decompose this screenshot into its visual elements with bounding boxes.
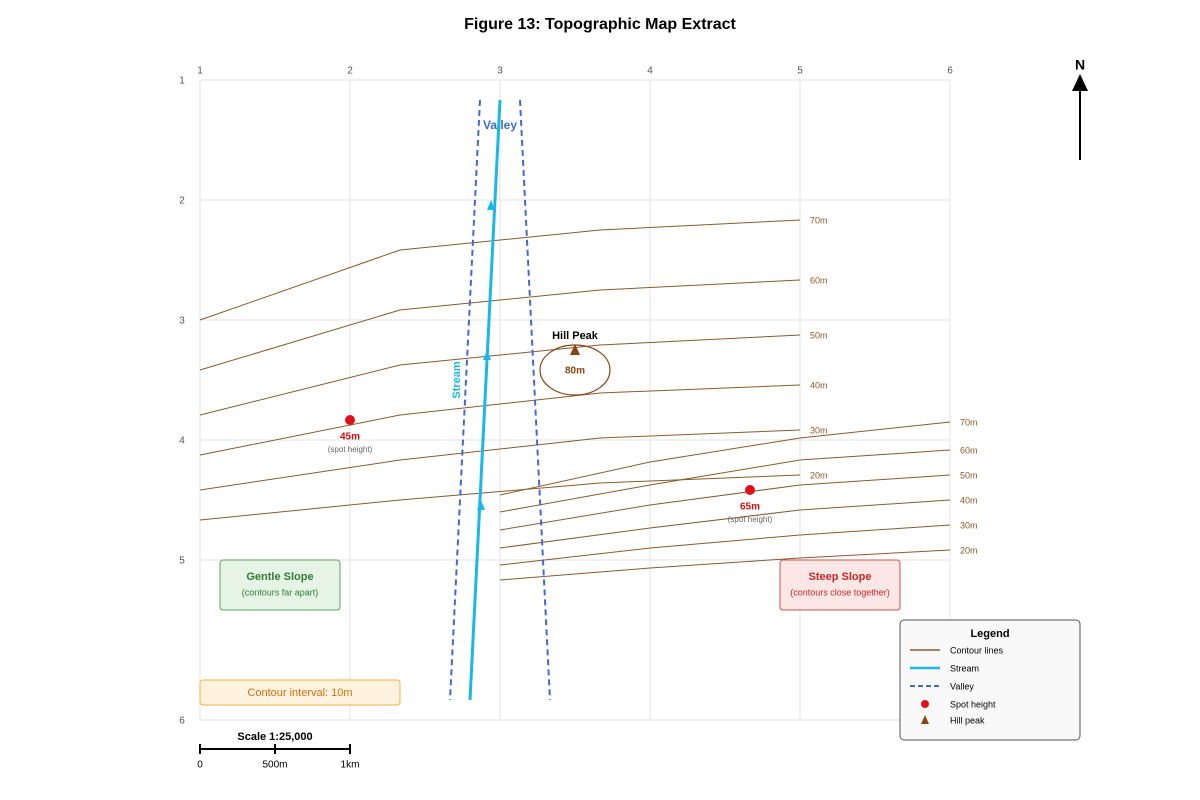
stream-arrow (483, 350, 491, 360)
steep-slope-title: Steep Slope (809, 571, 872, 583)
contour-line (199, 334, 801, 416)
contour-line (499, 421, 951, 496)
contour-label: 20m (960, 545, 978, 555)
contour-interval-box (199, 679, 401, 706)
contour-label: 30m (810, 425, 828, 435)
scale-label: 1km (341, 760, 360, 771)
contour-line (199, 384, 801, 456)
spot-height (745, 485, 755, 495)
grid: 1 2 3 4 5 6 1 2 3 4 5 6 (179, 66, 953, 727)
contour-label: 30m (960, 520, 978, 530)
spot-height-value: 65m (740, 502, 760, 513)
contour-interval: Contour interval: 10m (247, 687, 352, 699)
row-label: 6 (179, 716, 185, 727)
peak-height: 80m (565, 366, 585, 377)
contour-line (499, 449, 951, 513)
contour-label: 60m (810, 275, 828, 285)
row-label: 5 (179, 556, 185, 567)
north-arrowhead (1072, 74, 1088, 91)
row-label: 4 (179, 436, 185, 447)
contour-label: 40m (810, 380, 828, 390)
legend-box (899, 619, 1081, 741)
legend-title: Legend (970, 628, 1009, 640)
scale-label: 0 (197, 760, 203, 771)
legend-symbol (921, 700, 929, 708)
stream (468, 99, 502, 701)
stream-label: Stream (451, 361, 463, 399)
column-label: 5 (797, 66, 803, 77)
contour-line (199, 429, 801, 491)
spot-height-note: (spot height) (728, 515, 773, 524)
column-label: 6 (947, 66, 953, 77)
valley-side (519, 99, 551, 701)
gentle-slope-box (219, 559, 341, 611)
contour-line (199, 279, 801, 371)
hill-peak-marker (570, 344, 580, 355)
contours: 70m 60m 50m 40m 30m 20m 70m 60m 50m 40m 30m 20m (199, 215, 978, 581)
steep-slope-note: (contours close together) (790, 587, 890, 597)
north-label: N (1075, 57, 1085, 73)
row-label: 3 (179, 316, 185, 327)
contour-line (499, 549, 951, 581)
contour-label: 40m (960, 495, 978, 505)
contour-line (199, 474, 801, 521)
valley-side (449, 99, 481, 701)
contour-label: 70m (810, 215, 828, 225)
contour-line (499, 474, 951, 531)
hill-peak-label: Hill Peak (552, 330, 599, 342)
row-label: 1 (179, 76, 185, 87)
column-label: 2 (347, 66, 353, 77)
legend-symbol (921, 715, 929, 724)
legend-item: Valley (950, 681, 974, 691)
contour-label: 50m (960, 470, 978, 480)
contour-label: 50m (810, 330, 828, 340)
gentle-slope-note: (contours far apart) (242, 587, 319, 597)
column-label: 4 (647, 66, 653, 77)
contour-line (499, 524, 951, 566)
stream-arrow (477, 500, 485, 510)
legend-item: Contour lines (950, 645, 1004, 655)
contour-line (499, 499, 951, 549)
column-label: 1 (197, 66, 203, 77)
steep-slope-box (779, 559, 901, 611)
row-label: 2 (179, 196, 185, 207)
contour-label: 70m (960, 417, 978, 427)
stream-arrow (487, 200, 495, 210)
column-label: 3 (497, 66, 503, 77)
contour-label: 20m (810, 470, 828, 480)
scale-title: Scale 1:25,000 (237, 731, 312, 743)
legend-item: Hill peak (950, 715, 985, 725)
spot-height (345, 415, 355, 425)
contour-label: 60m (960, 445, 978, 455)
legend-item: Spot height (950, 699, 996, 709)
gentle-slope-title: Gentle Slope (246, 571, 313, 583)
title: Figure 13: Topographic Map Extract (464, 16, 736, 33)
spot-height-value: 45m (340, 432, 360, 443)
spot-height-note: (spot height) (328, 445, 373, 454)
scale-label: 500m (262, 760, 287, 771)
contour-line (199, 219, 801, 321)
legend-item: Stream (950, 663, 979, 673)
